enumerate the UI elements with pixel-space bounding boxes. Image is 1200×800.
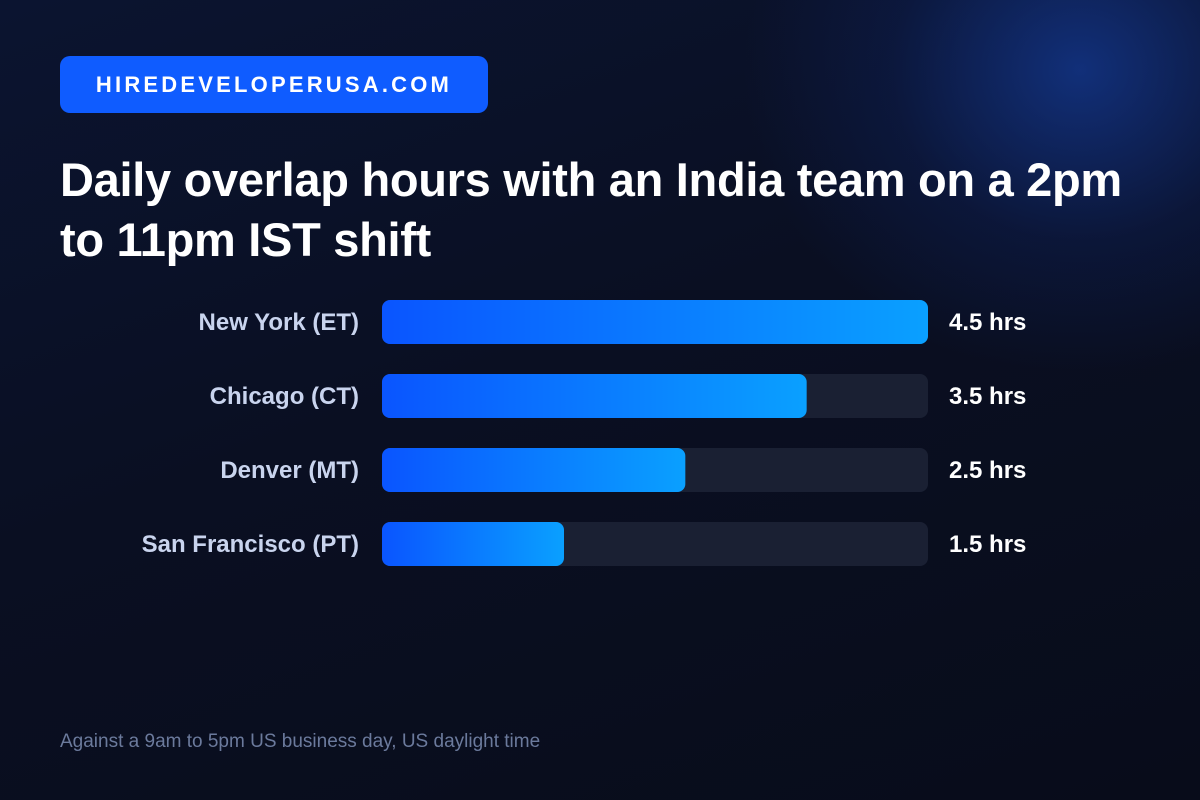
chart-title: Daily overlap hours with an India team o… (60, 153, 1122, 266)
bar-row: San Francisco (PT) 1.5 hrs (142, 522, 1026, 566)
bar-row: Denver (MT) 2.5 hrs (220, 448, 1026, 492)
category-label: New York (ET) (199, 309, 359, 336)
footnote: Against a 9am to 5pm US business day, US… (60, 731, 541, 752)
value-label: 3.5 hrs (949, 383, 1026, 410)
bar (382, 522, 564, 566)
brand-badge: HIREDEVELOPERUSA.COM (60, 56, 488, 113)
bar (382, 374, 807, 418)
category-label: Chicago (CT) (210, 383, 359, 410)
bar (382, 300, 928, 344)
bar (382, 448, 686, 492)
value-label: 2.5 hrs (949, 457, 1026, 484)
bar-row: New York (ET) 4.5 hrs (199, 300, 1026, 344)
value-label: 4.5 hrs (949, 309, 1026, 336)
value-label: 1.5 hrs (949, 531, 1026, 558)
category-label: Denver (MT) (220, 457, 359, 484)
bar-row: Chicago (CT) 3.5 hrs (210, 374, 1026, 418)
category-label: San Francisco (PT) (142, 531, 359, 558)
brand-label: HIREDEVELOPERUSA.COM (95, 71, 453, 97)
